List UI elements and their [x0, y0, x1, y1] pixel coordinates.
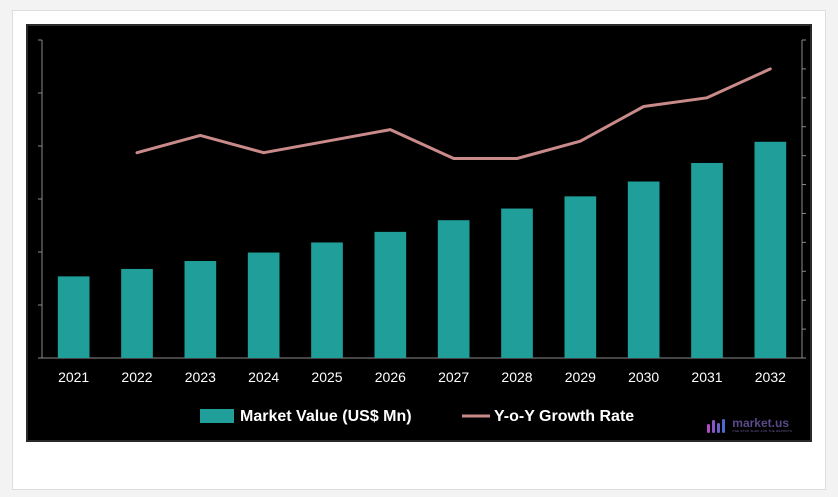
combo-chart: 2021 2022 2023 2024 2025 2026 2027 2028 2029 2030… — [38, 39, 806, 425]
chart-panel: 2021 2022 2023 2024 2025 2026 2027 2028 2029 2030… — [26, 24, 812, 442]
bar-2025 — [311, 242, 343, 358]
bar-2029 — [564, 196, 597, 358]
axes-layer — [38, 39, 806, 359]
brand-logo: market.us ONE STOP SHOP FOR THE REPORTS — [706, 417, 792, 434]
x-tick-label: 2029 — [565, 369, 596, 385]
x-tick-label: 2022 — [121, 369, 152, 385]
bar-2024 — [247, 252, 280, 358]
line-layer — [135, 67, 772, 160]
bars-layer — [57, 141, 787, 358]
x-tick-label: 2023 — [185, 369, 216, 385]
x-tick-label: 2030 — [628, 369, 659, 385]
growth-rate-line — [135, 67, 772, 160]
x-tick-label: 2032 — [755, 369, 786, 385]
bar-2030 — [627, 181, 660, 358]
legend-label-market-value: Market Value (US$ Mn) — [240, 408, 412, 425]
brand-name: market.us — [732, 416, 789, 430]
legend: Market Value (US$ Mn) Y-o-Y Growth Rate — [200, 408, 634, 425]
brand-tagline: ONE STOP SHOP FOR THE REPORTS — [732, 429, 792, 433]
bar-2027 — [437, 220, 470, 358]
x-tick-label: 2027 — [438, 369, 469, 385]
bar-2026 — [374, 231, 407, 358]
bar-2032 — [754, 141, 787, 358]
brand-mark-icon — [707, 418, 726, 433]
x-tick-label: 2028 — [501, 369, 532, 385]
x-tick-label: 2021 — [58, 369, 89, 385]
x-tick-label: 2026 — [375, 369, 406, 385]
x-tick-label: 2031 — [691, 369, 722, 385]
bar-2028 — [501, 208, 533, 358]
x-tick-labels: 2021 2022 2023 2024 2025 2026 2027 2028 2029 2030… — [58, 369, 786, 385]
bar-2021 — [57, 276, 90, 358]
bar-2031 — [691, 162, 723, 358]
legend-swatch-market-value — [200, 409, 234, 423]
x-tick-label: 2025 — [311, 369, 342, 385]
legend-label-growth-rate: Y-o-Y Growth Rate — [494, 408, 634, 425]
bar-2022 — [121, 268, 153, 358]
x-tick-label: 2024 — [248, 369, 279, 385]
bar-2023 — [184, 261, 217, 358]
